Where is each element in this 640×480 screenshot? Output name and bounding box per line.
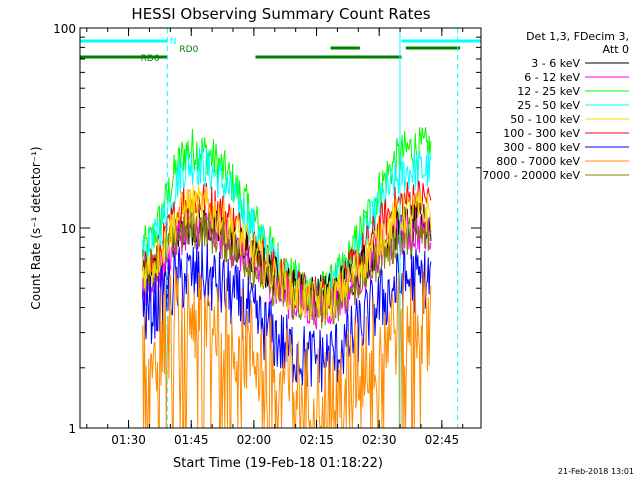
annotation-label-rd6: RD6: [141, 54, 160, 64]
y-tick-label: 1: [68, 422, 76, 436]
axis-layer: 01:30 01:45 02:00 02:15 02:30 02:45 1 10 100: [53, 22, 481, 447]
x-tick-label: 02:00: [237, 433, 272, 447]
data-layer: [142, 127, 432, 428]
chart-title: HESSI Observing Summary Count Rates: [131, 5, 430, 23]
y-tick-label: 10: [61, 222, 76, 236]
legend-label-4: 50 - 100 keV: [510, 113, 580, 126]
series-line-2: [142, 127, 432, 312]
legend-label-2: 12 - 25 keV: [517, 85, 580, 98]
legend-label-7: 800 - 7000 keV: [496, 155, 580, 168]
legend-label-6: 300 - 800 keV: [503, 141, 580, 154]
legend-label-0: 3 - 6 keV: [531, 57, 580, 70]
annotation-label-rd0: RD0: [179, 45, 198, 55]
y-tick-label: 100: [53, 22, 76, 36]
legend-label-5: 100 - 300 keV: [503, 127, 580, 140]
series-line-7: [142, 266, 432, 428]
x-tick-label: 01:45: [174, 433, 209, 447]
legend-label-8: 7000 - 20000 keV: [482, 169, 580, 182]
timestamp: 21-Feb-2018 13:01: [558, 467, 634, 476]
x-tick-label: 02:15: [299, 433, 334, 447]
series-line-6: [142, 242, 432, 393]
legend-label-3: 25 - 50 keV: [517, 99, 580, 112]
x-axis-label: Start Time (19-Feb-18 01:18:22): [173, 456, 383, 471]
x-tick-label: 01:30: [111, 433, 146, 447]
x-tick-label: 02:45: [425, 433, 460, 447]
x-tick-label: 02:30: [362, 433, 397, 447]
legend-header-line-1: Det 1,3, FDecim 3,: [526, 30, 629, 43]
legend-label-1: 6 - 12 keV: [524, 71, 580, 84]
series-line-4: [142, 185, 432, 320]
legend-header-line-2: Att 0: [603, 43, 629, 56]
annotation-label-n: N: [170, 37, 177, 47]
y-axis-label: Count Rate (s⁻¹ detector⁻¹): [29, 146, 43, 309]
